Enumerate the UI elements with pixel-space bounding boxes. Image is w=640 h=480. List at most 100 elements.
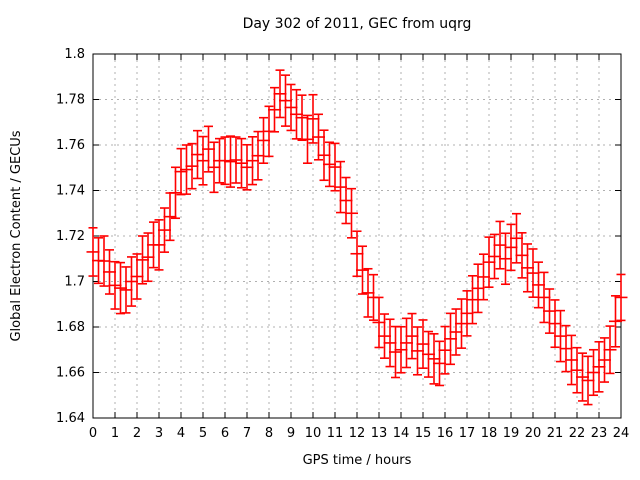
- x-tick-label: 8: [265, 426, 273, 441]
- y-tick-label: 1.72: [56, 229, 85, 244]
- errorbar-point: [499, 232, 512, 286]
- errorbar-point: [108, 260, 122, 310]
- x-tick-label: 17: [459, 426, 476, 441]
- errorbar-point: [152, 219, 166, 271]
- y-tick-label: 1.68: [56, 320, 85, 335]
- tick-labels: 0 1 2 3 4 5 6 7 8 9 10 11 12 13 14 15 16 17 18 19 20 21 22 23 24…: [56, 47, 629, 441]
- errorbar-point: [565, 334, 578, 386]
- errorbar-point: [290, 88, 303, 140]
- errorbar-point: [416, 319, 430, 369]
- errorbar-point: [224, 135, 237, 188]
- y-tick-label: 1.64: [56, 411, 85, 426]
- errorbar-point: [246, 136, 259, 186]
- y-tick-label: 1.8: [64, 47, 85, 62]
- errorbar-point: [449, 308, 463, 356]
- y-tick-label: 1.78: [56, 93, 85, 108]
- errorbar-point: [141, 232, 155, 283]
- x-tick-label: 18: [481, 426, 498, 441]
- errorbar-point: [196, 135, 210, 186]
- x-tick-label: 20: [525, 426, 542, 441]
- errorbar-point: [312, 113, 325, 161]
- y-axis-label: Global Electron Content / GECUs: [9, 130, 24, 341]
- x-tick-label: 22: [569, 426, 586, 441]
- x-tick-label: 1: [111, 426, 119, 441]
- errorbar-point: [103, 249, 116, 295]
- x-tick-label: 4: [177, 426, 185, 441]
- errorbar-point: [614, 273, 628, 322]
- errorbar-point: [438, 325, 452, 375]
- errorbar-point: [273, 69, 287, 119]
- errorbar-point: [339, 176, 353, 225]
- chart-title: Day 302 of 2011, GEC from uqrg: [243, 16, 472, 32]
- errorbar-point: [576, 352, 589, 402]
- x-tick-label: 15: [415, 426, 432, 441]
- errorbar-point: [400, 317, 413, 369]
- errorbar-point: [570, 346, 584, 394]
- y-tick-label: 1.76: [56, 138, 85, 153]
- x-axis-label: GPS time / hours: [303, 453, 412, 468]
- errorbar-point: [185, 142, 199, 190]
- errorbar-point: [444, 312, 457, 366]
- errorbar-point: [295, 94, 309, 142]
- errorbar-point: [350, 230, 364, 278]
- errorbar-point: [235, 137, 248, 189]
- x-tick-label: 13: [371, 426, 388, 441]
- errorbar-point: [598, 337, 611, 383]
- errorbar-point: [328, 142, 342, 192]
- errorbar-point: [433, 340, 446, 387]
- errorbar-point: [301, 114, 314, 164]
- errorbar-point: [323, 141, 336, 188]
- errorbar-point: [268, 86, 281, 133]
- errorbar-point: [257, 116, 270, 164]
- x-tick-label: 0: [89, 426, 97, 441]
- errorbar-point: [427, 333, 441, 385]
- errorbar-point: [383, 318, 397, 368]
- errorbar-point: [229, 136, 243, 184]
- errorbar-point: [581, 355, 595, 406]
- errorbar-point: [180, 144, 193, 195]
- errorbar-point: [136, 235, 149, 285]
- x-tick-label: 23: [591, 426, 608, 441]
- errorbar-point: [548, 299, 562, 349]
- errorbar-point: [482, 236, 496, 288]
- errorbar-point: [119, 266, 133, 314]
- errorbar-point: [587, 348, 600, 397]
- errorbar-point: [422, 330, 435, 378]
- errorbar-point: [455, 298, 468, 349]
- errorbar-point: [537, 271, 551, 324]
- errorbar-point: [543, 288, 556, 334]
- errorbar-point: [334, 160, 347, 214]
- x-tick-label: 11: [327, 426, 344, 441]
- errorbar-point: [125, 256, 138, 307]
- x-tick-label: 9: [287, 426, 295, 441]
- series-GEC: [86, 69, 628, 406]
- x-tick-label: 5: [199, 426, 207, 441]
- errorbar-point: [317, 129, 331, 182]
- x-tick-label: 21: [547, 426, 564, 441]
- errorbar-point: [471, 263, 485, 314]
- errorbar-point: [202, 125, 215, 173]
- y-tick-label: 1.74: [56, 184, 85, 199]
- errorbar-point: [158, 207, 171, 253]
- errorbar-point: [559, 324, 573, 373]
- x-tick-label: 24: [613, 426, 630, 441]
- errorbar-point: [345, 187, 358, 239]
- errorbar-point: [411, 326, 424, 376]
- errorbar-point: [394, 325, 408, 374]
- errorbar-point: [279, 74, 292, 127]
- errorbar-point: [284, 83, 298, 132]
- y-tick-label: 1.7: [64, 275, 85, 290]
- errorbar-point: [372, 296, 386, 349]
- errorbar-point: [378, 313, 391, 359]
- errorbar-point: [169, 166, 182, 220]
- x-tick-label: 16: [437, 426, 454, 441]
- errorbar-point: [97, 235, 111, 287]
- errorbar-point: [130, 253, 144, 300]
- errorbar-point: [609, 295, 622, 348]
- errorbar-point: [554, 309, 567, 363]
- errorbar-point: [488, 233, 501, 280]
- errorbar-point: [218, 136, 232, 186]
- x-tick-label: 14: [393, 426, 410, 441]
- errorbar-series: [86, 69, 628, 406]
